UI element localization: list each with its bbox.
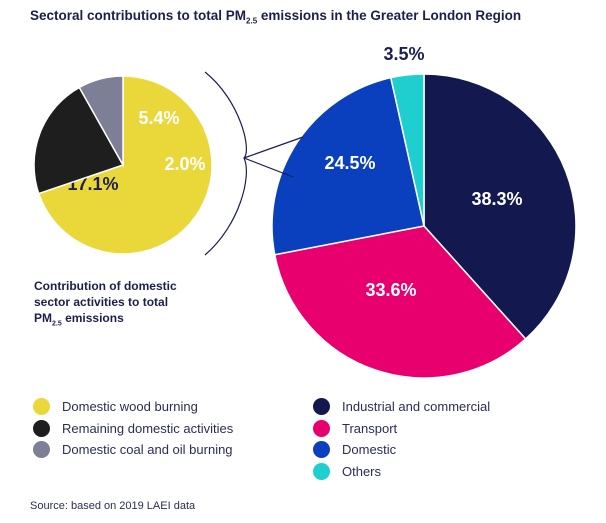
slice-others <box>389 73 425 227</box>
legend-label: Domestic coal and oil burning <box>62 442 233 458</box>
chart-title: Sectoral contributions to total PM2.5 em… <box>30 8 522 26</box>
breakdown-caption: Contribution of domestic sector activiti… <box>34 279 177 328</box>
slice-label-others: 3.5% <box>383 44 424 64</box>
source-note: Source: based on 2019 LAEI data <box>30 500 196 512</box>
legend-label: Industrial and commercial <box>342 399 491 415</box>
legend-label: Others <box>342 463 382 479</box>
slice-industrial-and-commercial <box>423 73 577 341</box>
legend-item-industrial-and-commercial: Industrial and commercial <box>313 396 490 418</box>
legend-item-remaining-domestic-activities: Remaining domestic activities <box>33 418 233 440</box>
legend-item-domestic-wood-burning: Domestic wood burning <box>33 396 233 418</box>
legend-swatch <box>313 441 330 459</box>
legend-label: Transport <box>342 420 398 436</box>
pie-charts: 38.3%33.6%24.5%3.5% 17.1%5.4%2.0% <box>33 44 577 379</box>
legend-swatch <box>313 462 330 480</box>
slice-domestic <box>271 76 425 256</box>
legend-item-domestic-coal-and-oil-burning: Domestic coal and oil burning <box>33 439 233 461</box>
main-pie-chart: 38.3% 33.6% 24.5% 3.5% <box>271 44 577 379</box>
slice-label-domestic: 24.5% <box>324 153 375 173</box>
slice-label-transport: 33.6% <box>365 280 416 300</box>
legend-item-others: Others <box>313 461 490 483</box>
legend-swatch <box>313 419 330 437</box>
legend-swatch <box>33 398 50 416</box>
legend-swatch <box>33 419 50 437</box>
legend-sectors: Industrial and commercial Transport Domest… <box>313 396 490 482</box>
legend-domestic: Domestic wood burning Remaining domestic … <box>33 396 233 461</box>
slice-label-remaining-domestic-activities: 5.4% <box>138 108 179 128</box>
legend-label: Domestic <box>342 442 397 458</box>
slice-transport <box>273 225 527 379</box>
connector-lines <box>204 71 304 256</box>
slice-label-industrial-and-commercial: 38.3% <box>471 189 522 209</box>
slice-domestic-wood-burning <box>37 75 213 255</box>
legend-label: Remaining domestic activities <box>62 420 234 436</box>
legend-label: Domestic wood burning <box>62 399 198 415</box>
legend-item-domestic: Domestic <box>313 439 490 461</box>
connector-line-top <box>243 136 304 159</box>
connector-line-bottom <box>243 157 294 178</box>
legend-swatch <box>313 398 330 416</box>
slice-remaining-domestic-activities <box>33 86 125 195</box>
legend-item-transport: Transport <box>313 418 490 440</box>
domestic-breakdown-pie-chart: 17.1%5.4%2.0% <box>33 75 213 255</box>
legend-swatch <box>33 441 50 459</box>
slice-label-domestic-coal-and-oil-burning: 2.0% <box>164 154 205 174</box>
slice-domestic-coal-and-oil-burning <box>78 75 124 168</box>
